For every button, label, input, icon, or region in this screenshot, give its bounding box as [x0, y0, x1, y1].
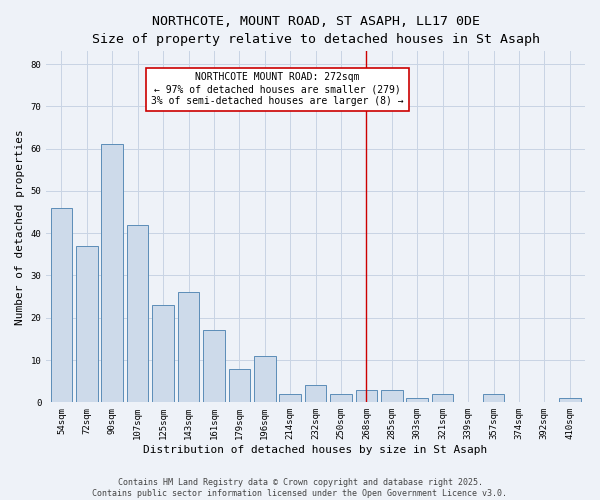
Bar — [330, 394, 352, 402]
Bar — [406, 398, 428, 402]
Bar — [381, 390, 403, 402]
X-axis label: Distribution of detached houses by size in St Asaph: Distribution of detached houses by size … — [143, 445, 488, 455]
Text: Contains HM Land Registry data © Crown copyright and database right 2025.
Contai: Contains HM Land Registry data © Crown c… — [92, 478, 508, 498]
Bar — [76, 246, 98, 402]
Bar — [482, 394, 505, 402]
Text: NORTHCOTE MOUNT ROAD: 272sqm
← 97% of detached houses are smaller (279)
3% of se: NORTHCOTE MOUNT ROAD: 272sqm ← 97% of de… — [151, 72, 404, 106]
Bar — [127, 224, 148, 402]
Title: NORTHCOTE, MOUNT ROAD, ST ASAPH, LL17 0DE
Size of property relative to detached : NORTHCOTE, MOUNT ROAD, ST ASAPH, LL17 0D… — [92, 15, 539, 46]
Bar — [559, 398, 581, 402]
Bar — [356, 390, 377, 402]
Bar — [305, 386, 326, 402]
Bar — [101, 144, 123, 402]
Y-axis label: Number of detached properties: Number of detached properties — [15, 129, 25, 324]
Bar — [229, 368, 250, 402]
Bar — [50, 208, 72, 402]
Bar — [203, 330, 225, 402]
Bar — [254, 356, 275, 403]
Bar — [432, 394, 454, 402]
Bar — [280, 394, 301, 402]
Bar — [152, 305, 174, 402]
Bar — [178, 292, 199, 403]
